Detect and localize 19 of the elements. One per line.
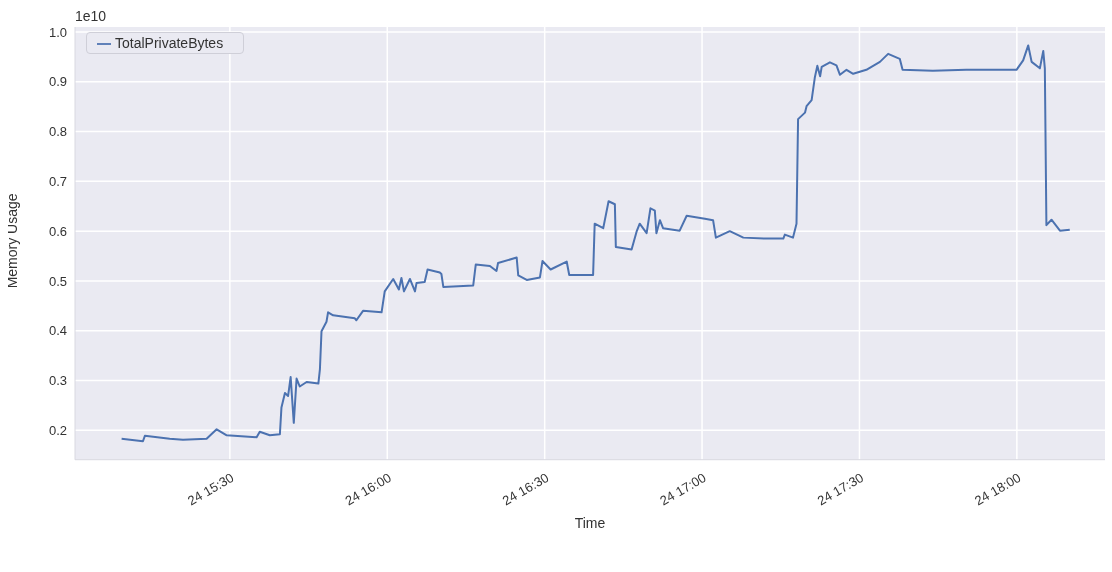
- y-tick-label: 0.7: [48, 173, 67, 189]
- x-axis-title: Time: [574, 514, 606, 531]
- y-tick-label: 0.2: [48, 422, 67, 438]
- x-tick-label: 24 16:00: [342, 469, 394, 509]
- x-tick-label: 24 17:00: [657, 469, 709, 509]
- text: 1e10: [75, 8, 107, 24]
- y-axis-title: Memory Usage: [3, 193, 20, 289]
- y-tick-label: 1.0: [48, 24, 67, 40]
- x-tick-label: 24 15:30: [185, 469, 237, 509]
- y-tick-label: 0.6: [48, 223, 67, 239]
- y-tick-label: 0.5: [48, 273, 67, 289]
- x-tick-label: 24 16:30: [499, 469, 552, 509]
- y-tick-label: 0.9: [48, 74, 67, 90]
- y-tick-label: 0.4: [48, 323, 67, 339]
- y-tick-label: 0.3: [48, 373, 67, 389]
- x-tick-label: 24 17:30: [814, 469, 866, 509]
- x-tick-label: 24 18:00: [972, 469, 1024, 509]
- y-tick-label: 0.8: [48, 124, 67, 140]
- legend-label: TotalPrivateBytes: [115, 35, 224, 51]
